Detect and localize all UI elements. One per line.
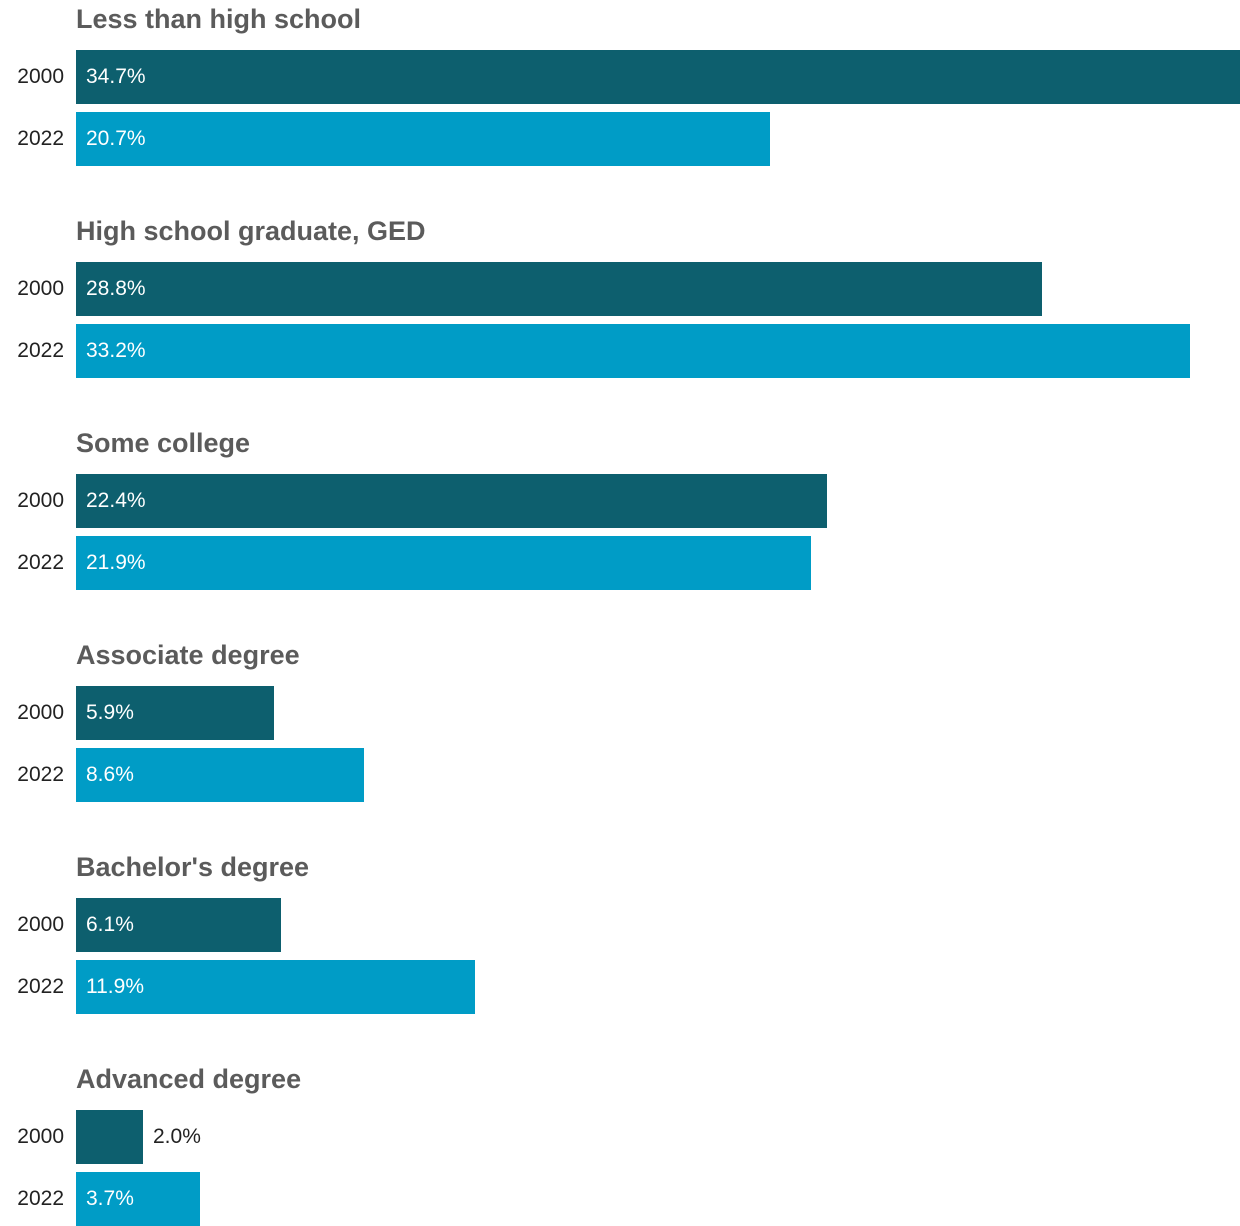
value-label: 11.9% (86, 975, 144, 998)
bar (76, 474, 827, 528)
year-label: 2022 (17, 975, 64, 998)
bar (76, 536, 811, 590)
year-label: 2000 (17, 489, 64, 512)
group-title: Bachelor's degree (76, 852, 310, 882)
bar (76, 112, 770, 166)
year-label: 2022 (17, 339, 64, 362)
value-label: 8.6% (86, 763, 134, 786)
year-label: 2000 (17, 913, 64, 936)
group-title: Less than high school (76, 4, 362, 34)
bar (76, 748, 364, 802)
bar (76, 1110, 143, 1164)
bar (76, 50, 1240, 104)
year-label: 2000 (17, 277, 64, 300)
bar (76, 960, 475, 1014)
bar (76, 686, 274, 740)
value-label: 20.7% (86, 127, 146, 150)
bar (76, 324, 1190, 378)
year-label: 2000 (17, 65, 64, 88)
value-label: 5.9% (86, 701, 134, 724)
value-label: 2.0% (153, 1125, 201, 1148)
group-title: High school graduate, GED (76, 216, 426, 246)
bar (76, 262, 1042, 316)
value-label: 34.7% (86, 65, 146, 88)
year-label: 2022 (17, 1187, 64, 1210)
year-label: 2022 (17, 763, 64, 786)
year-label: 2022 (17, 551, 64, 574)
bar (76, 898, 281, 952)
year-label: 2022 (17, 127, 64, 150)
year-label: 2000 (17, 701, 64, 724)
value-label: 21.9% (86, 551, 146, 574)
value-label: 22.4% (86, 489, 146, 512)
value-label: 33.2% (86, 339, 146, 362)
value-label: 3.7% (86, 1187, 134, 1210)
value-label: 6.1% (86, 913, 134, 936)
year-label: 2000 (17, 1125, 64, 1148)
group-title: Associate degree (76, 640, 300, 670)
group-title: Some college (76, 428, 251, 458)
bar (76, 1172, 200, 1226)
group-title: Advanced degree (76, 1064, 302, 1094)
value-label: 28.8% (86, 277, 146, 300)
